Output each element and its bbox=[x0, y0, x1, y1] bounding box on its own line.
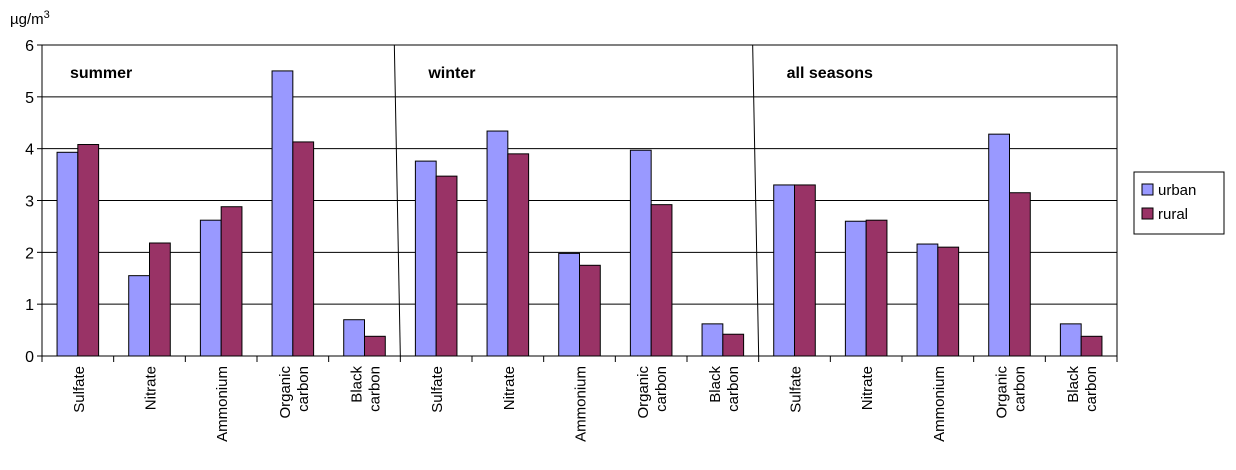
group-label-all-seasons: all seasons bbox=[787, 65, 873, 82]
category-label: Black bbox=[349, 366, 366, 403]
group-separator bbox=[752, 44, 760, 357]
bar-urban bbox=[629, 149, 652, 357]
y-tick-label: 4 bbox=[25, 142, 34, 159]
bar-urban bbox=[1059, 323, 1082, 357]
category-label: carbon bbox=[295, 366, 312, 412]
y-tick-label: 2 bbox=[25, 245, 34, 262]
category-label: carbon bbox=[725, 366, 742, 412]
category-label: Sulfate bbox=[71, 366, 88, 413]
bar-rural bbox=[937, 246, 960, 357]
bar-rural bbox=[1080, 335, 1103, 357]
bar-urban bbox=[773, 184, 796, 357]
category-label: Black bbox=[1065, 366, 1082, 403]
bar-rural bbox=[220, 206, 243, 357]
bar-urban bbox=[916, 243, 939, 357]
bar-rural bbox=[507, 153, 530, 357]
category-label: Sulfate bbox=[429, 366, 446, 413]
bar-urban bbox=[199, 219, 222, 357]
category-label: Ammonium bbox=[214, 366, 231, 442]
y-tick-label: 6 bbox=[25, 38, 34, 55]
y-axis-unit-label: µg/m3 bbox=[10, 9, 50, 28]
bar-urban bbox=[558, 252, 581, 357]
y-tick-label: 3 bbox=[25, 194, 34, 211]
bar-rural bbox=[364, 335, 386, 357]
y-tick-label: 5 bbox=[25, 90, 34, 107]
group-label-summer: summer bbox=[70, 65, 132, 82]
y-tick-label: 1 bbox=[25, 297, 34, 314]
bar-rural bbox=[77, 144, 100, 357]
bar-urban bbox=[988, 133, 1011, 357]
bar-urban bbox=[56, 151, 79, 357]
bar-rural bbox=[865, 219, 888, 357]
legend-swatch-urban bbox=[1141, 183, 1154, 196]
category-label: Nitrate bbox=[501, 366, 518, 410]
group-separator bbox=[393, 44, 401, 357]
category-label: Black bbox=[707, 366, 724, 403]
category-label: carbon bbox=[653, 366, 670, 412]
legend-swatch-rural bbox=[1141, 207, 1154, 220]
group-label-winter: winter bbox=[427, 65, 475, 82]
bar-rural bbox=[292, 141, 315, 357]
legend-label-urban: urban bbox=[1158, 182, 1196, 199]
bar-urban bbox=[844, 220, 867, 357]
category-label: carbon bbox=[1012, 366, 1029, 412]
category-label: Organic bbox=[277, 366, 294, 419]
category-label: Ammonium bbox=[931, 366, 948, 442]
bar-urban bbox=[271, 70, 294, 357]
bar-rural bbox=[1009, 192, 1031, 357]
bar-urban bbox=[701, 323, 724, 357]
bar-rural bbox=[722, 333, 745, 357]
category-label: carbon bbox=[367, 366, 384, 412]
category-label: Nitrate bbox=[143, 366, 160, 410]
category-label: Ammonium bbox=[573, 366, 590, 442]
category-label: Organic bbox=[635, 366, 652, 419]
bar-urban bbox=[128, 275, 150, 357]
category-label: Nitrate bbox=[859, 366, 876, 410]
category-label: carbon bbox=[1083, 366, 1100, 412]
category-label: Sulfate bbox=[788, 366, 805, 413]
bar-rural bbox=[149, 242, 171, 357]
legend-label-rural: rural bbox=[1158, 206, 1188, 223]
bar-rural bbox=[435, 175, 458, 357]
category-label: Organic bbox=[994, 366, 1011, 419]
y-tick-label: 0 bbox=[25, 349, 34, 366]
bar-rural bbox=[579, 264, 601, 357]
bar-urban bbox=[486, 130, 509, 357]
bar-rural bbox=[650, 204, 673, 357]
bar-urban bbox=[414, 160, 437, 357]
legend-box bbox=[1133, 171, 1225, 235]
bar-rural bbox=[794, 184, 816, 357]
bar-urban bbox=[343, 319, 366, 357]
